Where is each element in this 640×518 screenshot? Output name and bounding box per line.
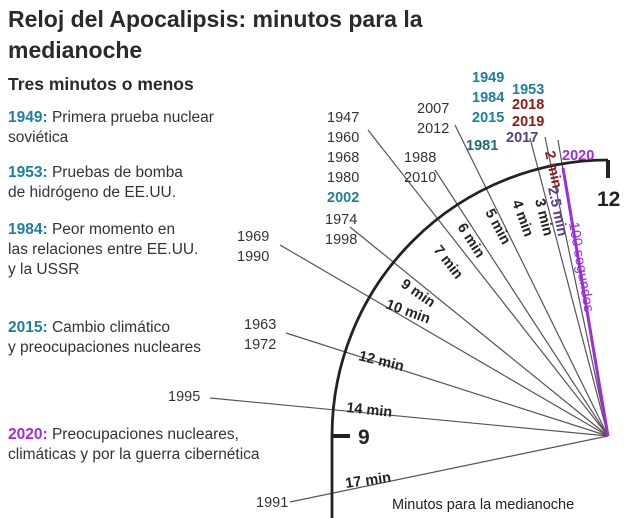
event-year: 2015 (8, 319, 43, 336)
year-label-1969: 1969 (237, 229, 269, 245)
subtitle: Tres minutos o menos (8, 74, 194, 94)
event-year-separator: : (42, 221, 52, 238)
year-label-1968: 1968 (327, 150, 359, 166)
axis-caption: Minutos para la medianoche (392, 497, 574, 513)
year-label-1960: 1960 (327, 130, 359, 146)
event-2015: 2015: Cambio climático y preocupaciones … (8, 318, 201, 358)
year-label-1972: 1972 (244, 337, 276, 353)
year-label-1991: 1991 (256, 495, 288, 511)
year-label-2007: 2007 (417, 101, 449, 117)
ring-label-2-min: 2 min (541, 150, 565, 190)
ring-label-6-min: 6 min (454, 220, 488, 260)
year-label-1947: 1947 (327, 110, 359, 126)
hour-12-label: 12 (597, 188, 620, 211)
year-label-2017: 2017 (506, 130, 538, 146)
year-label-1995: 1995 (168, 389, 200, 405)
year-label-1949: 1949 (472, 70, 504, 86)
event-2020: 2020: Preocupaciones nucleares, climátic… (8, 425, 260, 465)
hand-label: 100 segundos (565, 221, 597, 314)
event-1984: 1984: Peor momento en las relaciones ent… (8, 220, 198, 280)
spoke-17-min (289, 435, 609, 503)
event-description: Primera prueba nuclear soviética (8, 109, 214, 146)
year-label-1981: 1981 (466, 138, 498, 154)
spoke-14-min (209, 397, 609, 437)
event-description: Preocupaciones nucleares, climáticas y p… (8, 426, 260, 463)
spoke-3-min (529, 137, 609, 437)
year-label-2015: 2015 (472, 110, 504, 126)
year-label-1984: 1984 (472, 90, 504, 106)
event-year: 1984 (8, 221, 43, 238)
year-label-1974: 1974 (325, 212, 357, 228)
year-label-1998: 1998 (325, 232, 357, 248)
year-label-2010: 2010 (404, 170, 436, 186)
year-label-1963: 1963 (244, 317, 276, 333)
event-year-separator: : (42, 426, 52, 443)
ring-label-5-min: 5 min (481, 206, 513, 247)
event-year-separator: : (42, 164, 52, 181)
ring-label-14-min: 14 min (346, 400, 393, 421)
event-1953: 1953: Pruebas de bomba de hidrógeno de E… (8, 163, 183, 203)
year-label-2019: 2019 (512, 114, 544, 130)
event-1949: 1949: Primera prueba nuclear soviética (8, 108, 214, 148)
event-description: Pruebas de bomba de hidrógeno de EE.UU. (8, 164, 183, 201)
spoke-10-min (279, 244, 609, 437)
year-label-1990: 1990 (237, 249, 269, 265)
page-title: Reloj del Apocalipsis: minutos para la m… (8, 6, 423, 63)
event-year: 1949 (8, 109, 43, 126)
spoke-3-min-b (544, 136, 609, 437)
spoke-12-min (285, 332, 609, 437)
hand-100-seconds (561, 167, 610, 437)
event-year: 1953 (8, 164, 43, 181)
year-label-1988: 1988 (404, 150, 436, 166)
hour-9-label: 9 (358, 426, 370, 449)
event-description: Peor momento en las relaciones entre EE.… (8, 221, 199, 278)
ring-label-17-min: 17 min (344, 470, 392, 492)
event-year-separator: : (42, 319, 52, 336)
clock-edge-arc (330, 158, 609, 437)
year-label-2020: 2020 (562, 148, 594, 164)
event-year: 2020 (8, 426, 43, 443)
ring-label-12-min: 12 min (357, 348, 405, 375)
event-description: Cambio climático y preocupaciones nuclea… (8, 319, 202, 356)
spoke-5-min (454, 124, 609, 437)
year-label-1980: 1980 (327, 170, 359, 186)
year-label-2018: 2018 (512, 97, 544, 113)
year-label-2012: 2012 (417, 121, 449, 137)
year-label-1953: 1953 (512, 82, 544, 98)
spoke-7-min (367, 129, 609, 437)
year-label-2002: 2002 (327, 190, 359, 206)
spoke-6-min (434, 169, 609, 437)
event-year-separator: : (42, 109, 52, 126)
